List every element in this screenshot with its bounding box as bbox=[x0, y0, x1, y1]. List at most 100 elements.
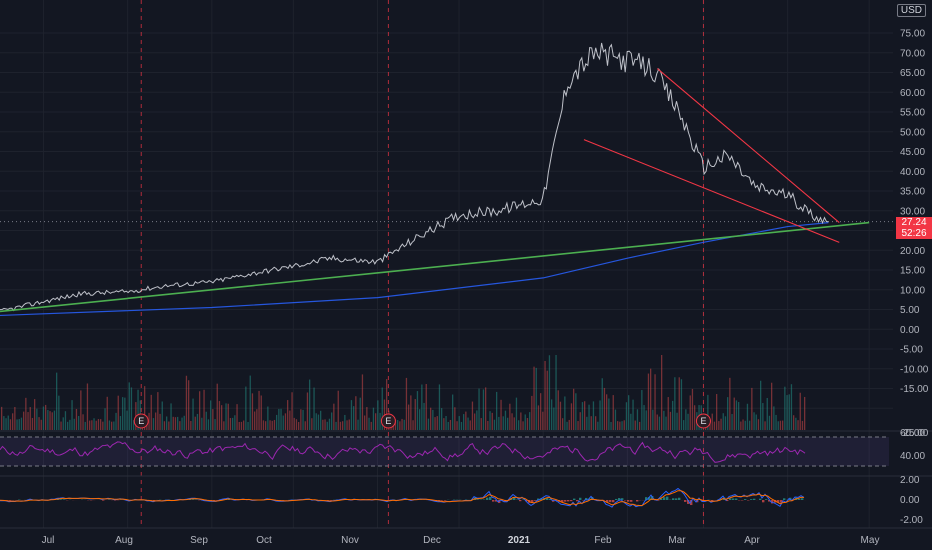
volume-bar bbox=[533, 366, 535, 430]
price-axis-label: -5.00 bbox=[900, 345, 923, 356]
volume-bar bbox=[718, 421, 720, 430]
volume-bar bbox=[623, 420, 625, 430]
macd-histogram-bar bbox=[624, 500, 627, 501]
volume-bar bbox=[51, 412, 53, 430]
volume-bar bbox=[218, 401, 221, 430]
price-axis-label: 35.00 bbox=[900, 187, 925, 198]
volume-bar bbox=[436, 416, 438, 430]
volume-bar bbox=[280, 408, 282, 430]
time-axis[interactable]: Jul Aug Sep Oct Nov Dec 2021 Feb Mar Apr May bbox=[42, 535, 880, 546]
volume-bar bbox=[29, 407, 31, 430]
macd-histogram-bar bbox=[798, 498, 801, 500]
volume-bar bbox=[614, 409, 617, 430]
volume-bar bbox=[707, 394, 709, 430]
volume-bar bbox=[720, 418, 722, 430]
volume-bar bbox=[564, 396, 566, 430]
volume-bar bbox=[535, 367, 537, 430]
volume-bar bbox=[53, 410, 56, 430]
volume-bar bbox=[617, 421, 619, 430]
volume-bar bbox=[766, 397, 768, 430]
volume-bar bbox=[529, 412, 531, 430]
volume-bar bbox=[546, 370, 548, 430]
volume-bar bbox=[401, 418, 403, 430]
volume-bar bbox=[711, 413, 713, 430]
price-line bbox=[0, 42, 829, 312]
macd-histogram-bar bbox=[765, 499, 768, 500]
volume-bar bbox=[612, 395, 614, 430]
volume-bar bbox=[159, 413, 161, 430]
volume-bar bbox=[377, 400, 379, 430]
volume-bar bbox=[724, 416, 727, 430]
macd-histogram-bar bbox=[228, 499, 231, 500]
time-axis-label: Aug bbox=[115, 535, 133, 546]
volume-bar bbox=[152, 418, 155, 430]
rsi-axis-label: 40.00 bbox=[900, 451, 925, 462]
volume-bar bbox=[86, 383, 89, 430]
trendlines[interactable] bbox=[0, 68, 870, 313]
macd-histogram-bar bbox=[672, 498, 675, 500]
macd-histogram-bar bbox=[780, 500, 783, 503]
macd-histogram-bar bbox=[606, 500, 609, 503]
price-axis[interactable]: 75.00 70.00 65.00 60.00 55.00 50.00 45.00 40.00… bbox=[900, 29, 929, 527]
volume-bar bbox=[245, 386, 247, 430]
volume-bar bbox=[463, 414, 465, 430]
volume-bar bbox=[214, 419, 216, 430]
volume-bar bbox=[423, 402, 425, 430]
macd-histogram-bar bbox=[732, 498, 735, 500]
volume-bar bbox=[181, 417, 183, 430]
volume-bar bbox=[324, 419, 326, 430]
volume-bar bbox=[339, 421, 342, 430]
volume-bar bbox=[315, 413, 317, 430]
volume-bar bbox=[128, 382, 130, 430]
volume-bar bbox=[282, 415, 284, 430]
volume-bar bbox=[256, 409, 258, 430]
volume-bar bbox=[344, 414, 346, 430]
volume-bar bbox=[438, 384, 441, 430]
volume-bar bbox=[326, 421, 328, 430]
volume-bar bbox=[234, 415, 236, 430]
macd-histogram-bar bbox=[189, 499, 192, 500]
volume-bar bbox=[491, 412, 493, 430]
volume-bar bbox=[20, 417, 23, 430]
macd-histogram-bar bbox=[777, 500, 780, 503]
volume-bar bbox=[595, 416, 597, 430]
volume-bar bbox=[597, 421, 599, 430]
earnings-marker-label: E bbox=[700, 416, 706, 426]
volume-bar bbox=[269, 420, 271, 430]
volume-bar bbox=[458, 416, 460, 430]
volume-bar bbox=[757, 419, 760, 430]
volume-bar bbox=[260, 395, 262, 430]
volume-bar bbox=[73, 418, 75, 430]
volume-bar bbox=[465, 411, 467, 430]
macd-histogram-bar bbox=[567, 500, 570, 502]
volume-bar bbox=[370, 421, 372, 430]
volume-bar bbox=[779, 420, 782, 430]
volume-bar bbox=[177, 416, 179, 430]
earnings-lines bbox=[140, 0, 704, 528]
volume-bar bbox=[531, 395, 533, 430]
volume-bar bbox=[328, 418, 331, 430]
currency-label[interactable]: USD bbox=[896, 4, 926, 17]
volume-bar bbox=[89, 420, 91, 430]
volume-bar bbox=[117, 395, 119, 430]
macd-histogram-bar bbox=[768, 500, 771, 502]
volume-bar bbox=[304, 421, 306, 430]
volume-bar bbox=[630, 413, 632, 430]
macd-histogram-bar bbox=[576, 500, 579, 502]
volume-bar bbox=[775, 414, 777, 430]
volume-bar bbox=[498, 416, 500, 430]
price-axis-label: 40.00 bbox=[900, 167, 925, 178]
volume-bar bbox=[685, 409, 687, 430]
volume-bar bbox=[115, 412, 117, 430]
volume-bar bbox=[674, 377, 676, 430]
macd-histogram-bar bbox=[612, 500, 615, 503]
volume-bar bbox=[441, 408, 443, 430]
volume-bar bbox=[408, 404, 410, 430]
volume-bar bbox=[291, 392, 293, 430]
volume-bar bbox=[1, 406, 3, 430]
volume-bar bbox=[804, 396, 806, 430]
volume-bar bbox=[14, 406, 16, 430]
volume-bar bbox=[243, 420, 245, 430]
